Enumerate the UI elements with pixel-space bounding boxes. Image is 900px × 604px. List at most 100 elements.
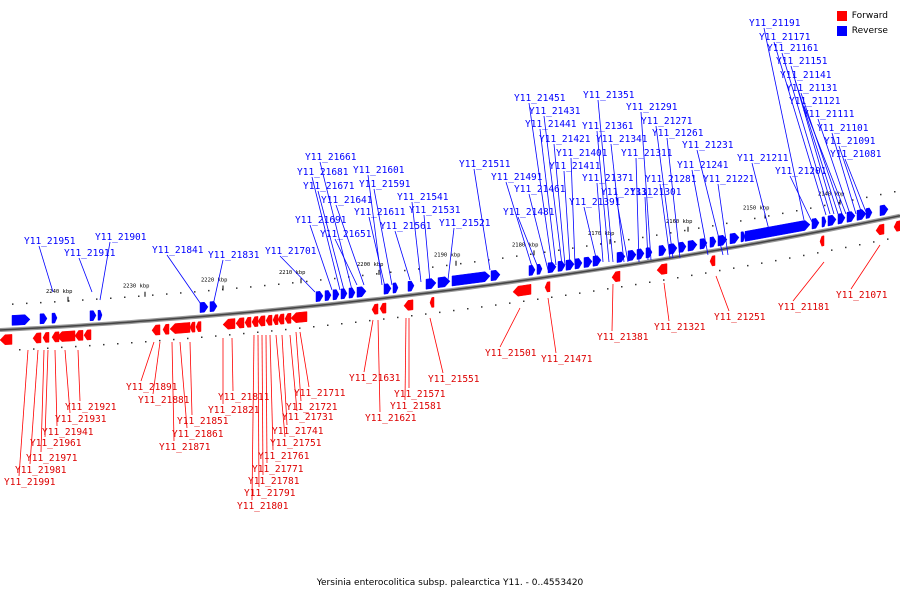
reverse-gene-label: Y11_21651 xyxy=(320,229,372,240)
reverse-gene-arrow xyxy=(837,213,846,225)
reverse-gene-leader xyxy=(539,128,557,266)
reverse-gene-arrow xyxy=(383,283,392,295)
reverse-gene-label: Y11_21161 xyxy=(767,43,819,54)
reverse-gene-leader xyxy=(78,257,93,293)
reverse-gene-label: Y11_21331 xyxy=(601,187,653,198)
reverse-gene-arrow xyxy=(583,256,593,268)
reverse-gene-label: Y11_21841 xyxy=(152,245,204,256)
reverse-gene-arrow xyxy=(687,240,698,252)
forward-gene-arrow xyxy=(893,220,900,232)
reverse-gene-label: Y11_21141 xyxy=(780,70,832,81)
reverse-gene-label: Y11_21901 xyxy=(95,232,147,243)
forward-gene-leader xyxy=(499,307,521,348)
forward-gene-leader xyxy=(547,297,557,354)
reverse-gene-label: Y11_21231 xyxy=(682,140,734,151)
scale-dot xyxy=(873,241,875,243)
scale-dot xyxy=(719,269,721,272)
forward-gene-leader xyxy=(179,341,188,429)
scale-dot xyxy=(817,252,819,254)
scale-dot xyxy=(215,335,217,337)
forward-gene-leader xyxy=(363,319,374,373)
forward-gene-leader xyxy=(611,283,614,332)
scale-dot xyxy=(257,331,259,333)
reverse-gene-leader xyxy=(528,193,549,271)
reverse-gene-label: Y11_21241 xyxy=(677,160,729,171)
reverse-gene-arrow xyxy=(199,301,209,313)
scale-dot xyxy=(684,229,686,232)
reverse-gene-label: Y11_21511 xyxy=(459,159,511,170)
scale-dot xyxy=(523,300,525,302)
forward-gene-label: Y11_21961 xyxy=(30,438,82,449)
scale-dot xyxy=(831,249,833,251)
reverse-gene-label: Y11_21091 xyxy=(824,136,876,147)
reverse-gene-leader xyxy=(831,132,857,215)
scale-dot xyxy=(614,241,616,243)
scale-dot xyxy=(110,297,112,299)
reverse-gene-label: Y11_21171 xyxy=(759,32,811,43)
reverse-gene-label: Y11_21521 xyxy=(439,218,491,229)
scale-dot xyxy=(117,343,119,345)
scale-dot xyxy=(866,196,868,199)
reverse-gene-leader xyxy=(789,175,813,223)
forward-gene-arrow xyxy=(875,223,885,236)
forward-gene-arrow xyxy=(83,329,92,341)
reverse-gene-label: Y11_21261 xyxy=(652,128,704,139)
forward-gene-arrow xyxy=(222,318,236,330)
forward-gene-label: Y11_21931 xyxy=(55,414,107,425)
scale-dot xyxy=(292,282,294,284)
scale-dot xyxy=(411,315,413,317)
scale-dot xyxy=(593,290,595,292)
scale-dot xyxy=(173,338,175,341)
reverse-gene-leader xyxy=(666,137,681,259)
reverse-gene-label: Y11_21671 xyxy=(303,181,355,192)
forward-gene-leader xyxy=(152,341,161,395)
reverse-gene-leader xyxy=(844,158,867,213)
reverse-gene-leader xyxy=(763,27,805,221)
scale-dot xyxy=(663,279,665,281)
reverse-gene-label: Y11_21111 xyxy=(803,109,855,120)
forward-gene-arrow xyxy=(251,316,259,327)
scale-dot xyxy=(761,262,763,264)
reverse-gene-arrow xyxy=(574,258,583,270)
reverse-gene-leader xyxy=(655,125,674,259)
reverse-gene-label: Y11_21641 xyxy=(321,195,373,206)
reverse-gene-arrow xyxy=(616,251,626,263)
reverse-gene-arrow xyxy=(315,291,324,302)
reverse-gene-arrow xyxy=(451,271,491,287)
reverse-gene-label: Y11_21211 xyxy=(737,153,789,164)
reverse-gene-leader xyxy=(423,214,431,283)
forward-gene-label: Y11_21761 xyxy=(258,451,310,462)
scale-dot xyxy=(754,217,756,220)
reverse-gene-leader xyxy=(335,204,365,286)
reverse-gene-arrow xyxy=(668,243,678,255)
scale-dot xyxy=(747,264,749,267)
scale-dot xyxy=(810,207,812,209)
reverse-gene-arrow xyxy=(709,236,717,248)
scale-dot xyxy=(572,247,574,249)
forward-gene-arrow xyxy=(162,323,170,335)
reverse-gene-leader xyxy=(317,190,345,291)
scale-dot xyxy=(68,300,70,302)
forward-gene-arrow xyxy=(403,299,414,311)
forward-gene-arrow xyxy=(0,334,13,345)
reverse-gene-label: Y11_21831 xyxy=(208,250,260,261)
scale-dot xyxy=(558,249,560,251)
scale-dot xyxy=(600,243,602,245)
scale-dot xyxy=(341,323,343,325)
scale-dot xyxy=(390,271,392,273)
scale-dot xyxy=(264,284,266,287)
reverse-gene-label: Y11_21541 xyxy=(397,192,449,203)
scale-label: 2140 kbp xyxy=(818,192,845,198)
scale-dot xyxy=(278,283,280,285)
forward-gene-leader xyxy=(189,341,193,416)
scale-dot xyxy=(845,246,847,249)
scale-label: 2230 kbp xyxy=(123,284,150,290)
reverse-gene-leader xyxy=(781,52,831,215)
reverse-gene-label: Y11_21361 xyxy=(582,121,634,132)
reverse-gene-arrow xyxy=(340,288,348,300)
scale-dot xyxy=(649,281,651,283)
reverse-gene-leader xyxy=(553,143,566,266)
forward-gene-arrow xyxy=(429,296,435,308)
forward-gene-arrow xyxy=(56,330,76,342)
